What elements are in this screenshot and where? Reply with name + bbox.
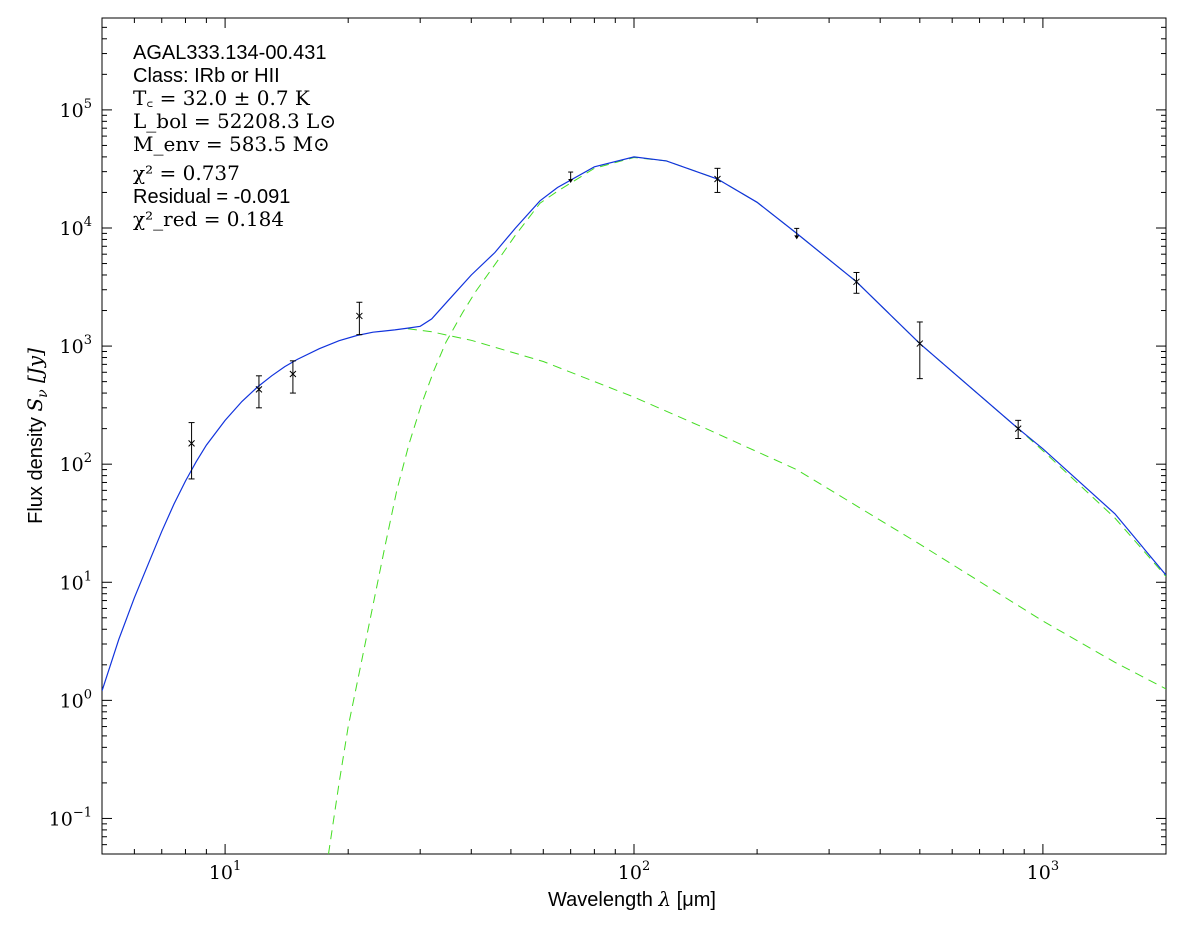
x-axis-label: Wavelength λ [μm] (548, 887, 716, 911)
y-tick-label: 10−1 (49, 805, 92, 830)
point-marker (356, 312, 363, 320)
data-point (714, 167, 721, 193)
chi2-label: χ² = 0.737 (133, 161, 240, 185)
limit-arrow (568, 179, 574, 184)
data-point (289, 360, 297, 394)
tick-labels: 101 102 103 10−1 100 101 102 103 104 105 (49, 97, 1060, 884)
y-tick-label: 103 (60, 333, 92, 358)
point-marker (1014, 425, 1022, 432)
y-tick-label: 100 (60, 687, 92, 712)
data-point (356, 301, 363, 336)
data-point (916, 321, 924, 380)
data-point (188, 422, 195, 480)
point-marker (853, 278, 860, 286)
data-point (255, 375, 263, 409)
point-marker (289, 370, 297, 378)
axis-ticks (101, 17, 1167, 855)
upper-limit-point (568, 171, 574, 184)
total-model-curve (102, 156, 1166, 692)
x-tick-label: 101 (209, 859, 241, 884)
mass-label: M_env = 583.5 M⊙ (133, 132, 330, 156)
component-curve-1 (407, 328, 1166, 690)
point-marker (916, 340, 924, 347)
x-tick-label: 103 (1027, 859, 1059, 884)
source-class: Class: IRb or HII (133, 65, 280, 87)
point-marker (255, 386, 263, 393)
y-tick-label: 105 (60, 97, 92, 122)
point-marker (188, 440, 195, 447)
limit-arrow (794, 235, 800, 240)
luminosity-label: L_bol = 52208.3 L⊙ (133, 109, 336, 133)
y-tick-label: 101 (60, 569, 92, 594)
x-tick-label: 102 (618, 859, 650, 884)
temperature-label: T꜀ = 32.0 ± 0.7 K (133, 86, 311, 110)
upper-limit-point (794, 227, 800, 240)
residual-label: Residual = -0.091 (133, 186, 290, 208)
y-axis-label: Flux density Sν [Jy] (23, 348, 51, 524)
data-point (853, 271, 860, 294)
data-points (188, 167, 1022, 480)
y-tick-label: 102 (60, 451, 92, 476)
y-tick-label: 104 (60, 215, 92, 240)
data-point (1014, 419, 1022, 439)
point-marker (714, 175, 721, 183)
source-name: AGAL333.134-00.431 (133, 42, 327, 64)
model-curves (102, 156, 1166, 854)
chi2-red-label: χ²_red = 0.184 (133, 207, 284, 231)
annotation-block: AGAL333.134-00.431 Class: IRb or HII T꜀ … (133, 42, 336, 231)
